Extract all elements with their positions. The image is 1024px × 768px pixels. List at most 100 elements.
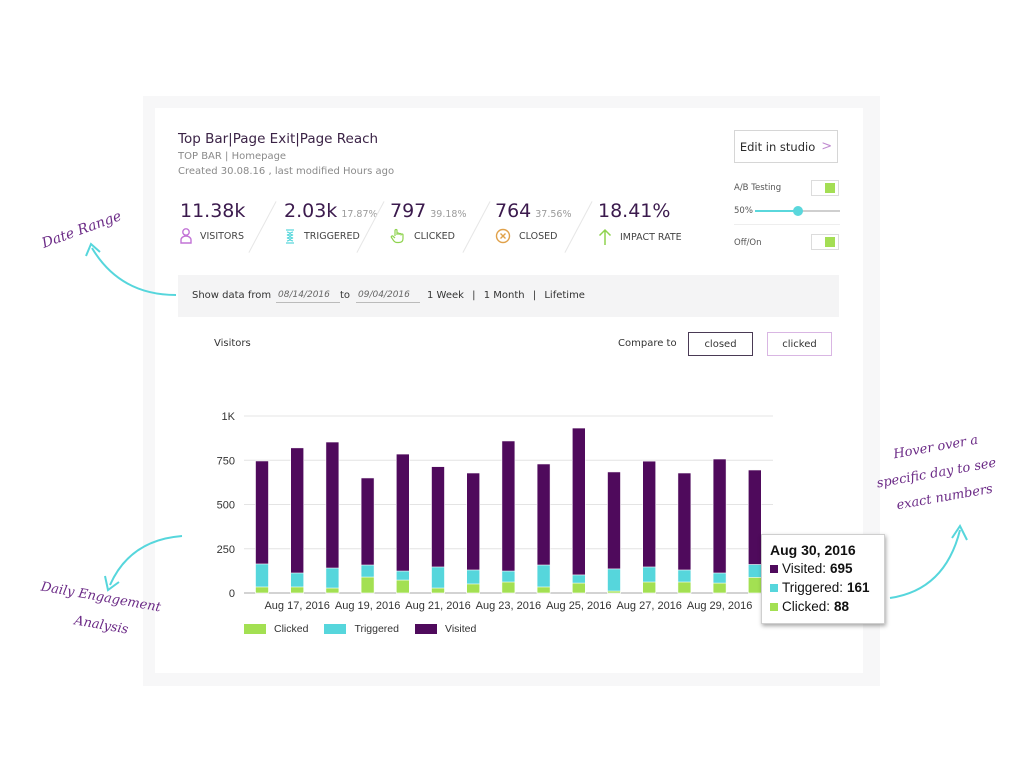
bar-clicked[interactable] [290, 586, 305, 594]
bar-clicked[interactable] [607, 590, 621, 594]
stat-label: IMPACT RATE [620, 231, 682, 243]
legend-label: Clicked [274, 623, 309, 635]
stat-clicked: 797 39.18% CLICKED [390, 200, 467, 244]
bar-clicked[interactable] [747, 577, 762, 594]
user-icon [180, 228, 192, 244]
bar-clicked[interactable] [255, 586, 269, 594]
stat-label: CLOSED [519, 230, 558, 242]
bar-clicked[interactable] [571, 582, 586, 594]
y-tick-label: 0 [229, 588, 235, 600]
compare-closed-button[interactable]: closed [688, 332, 753, 356]
legend-item-visited[interactable]: Visited [415, 623, 476, 635]
ab-testing-toggle[interactable] [811, 180, 839, 196]
split-slider[interactable] [755, 206, 840, 216]
campaign-title: Top Bar|Page Exit|Page Reach [178, 131, 379, 147]
tooltip-label: Triggered: [782, 580, 844, 595]
stat-label: CLICKED [414, 230, 455, 242]
toggle-knob [825, 237, 835, 247]
stat-triggered: 2.03k 17.87% TRIGGERED [284, 200, 378, 244]
stat-impact-rate: 18.41% IMPACT RATE [598, 200, 682, 246]
chevron-right-icon: > [821, 139, 833, 154]
tooltip-row-visited: Visited: 695 [770, 561, 853, 576]
date-to-input[interactable] [356, 288, 420, 303]
bar-visited[interactable] [290, 447, 305, 594]
stat-value: 18.41% [598, 200, 671, 222]
ab-testing-label: A/B Testing [734, 183, 782, 193]
legend-swatch [324, 624, 347, 634]
preset-separator: | [472, 290, 476, 301]
bar-visited[interactable] [571, 427, 586, 594]
bar-clicked[interactable] [677, 581, 692, 594]
chart-tooltip: Aug 30, 2016 Visited: 695 Triggered: 161 C… [761, 534, 885, 624]
stat-value: 2.03k [284, 200, 338, 222]
slider-thumb[interactable] [792, 206, 803, 216]
tooltip-row-clicked: Clicked: 88 [770, 599, 849, 614]
toggle-knob [825, 183, 835, 193]
legend-swatch [415, 624, 437, 634]
tooltip-date: Aug 30, 2016 [770, 542, 856, 558]
stat-closed: 764 37.56% CLOSED [495, 200, 572, 244]
pointer-hand-icon [390, 228, 404, 244]
preset-lifetime[interactable]: Lifetime [544, 290, 585, 301]
stat-value: 11.38k [180, 200, 246, 222]
stat-percent: 17.87% [341, 209, 378, 220]
close-circle-icon [495, 228, 511, 244]
bar-clicked[interactable] [466, 583, 481, 594]
x-tick-label: Aug 17, 2016 [264, 600, 329, 612]
stat-label: TRIGGERED [304, 230, 360, 242]
legend-swatch [244, 624, 266, 634]
bar-clicked[interactable] [325, 587, 340, 594]
bar-clicked[interactable] [712, 582, 727, 594]
bar-triggered[interactable] [607, 568, 621, 594]
x-tick-label: Aug 21, 2016 [405, 600, 470, 612]
legend-label: Visited [445, 623, 477, 635]
arrow-up-icon [598, 228, 612, 245]
preset-1-week[interactable]: 1 Week [427, 290, 464, 301]
bar-clicked[interactable] [360, 576, 375, 594]
y-tick-label: 750 [217, 455, 235, 467]
edit-in-studio-button[interactable]: Edit in studio > [734, 130, 838, 163]
date-from-input[interactable] [276, 288, 340, 303]
bar-clicked[interactable] [431, 587, 445, 594]
bar-clicked[interactable] [501, 581, 516, 594]
compare-to-label: Compare to [618, 338, 677, 349]
compare-clicked-button[interactable]: clicked [767, 332, 832, 356]
stat-percent: 37.56% [535, 209, 572, 220]
split-percent-label: 50% [734, 206, 753, 216]
tooltip-label: Clicked: [782, 599, 831, 614]
show-data-from-label: Show data from [192, 290, 272, 301]
bar-clicked[interactable] [395, 579, 410, 594]
x-tick-label: Aug 29, 2016 [687, 600, 752, 612]
bar-clicked[interactable] [536, 586, 551, 594]
bar-visited[interactable] [501, 440, 516, 594]
divider [734, 224, 840, 225]
stat-visitors: 11.38k VISITORS [180, 200, 245, 244]
tooltip-swatch [770, 602, 778, 611]
tooltip-row-triggered: Triggered: 161 [770, 580, 870, 595]
stat-value: 797 [390, 200, 427, 222]
stat-percent: 39.18% [430, 209, 467, 220]
chart-legend: Clicked Triggered Visited [244, 623, 476, 635]
stat-label: VISITORS [200, 230, 245, 242]
tooltip-value: 695 [830, 561, 853, 576]
bar-clicked[interactable] [642, 581, 657, 594]
x-tick-label: Aug 23, 2016 [476, 600, 541, 612]
slider-fill [755, 210, 798, 212]
chart-metric-label: Visitors [214, 338, 251, 349]
preset-1-month[interactable]: 1 Month [483, 290, 525, 301]
tooltip-value: 88 [834, 599, 850, 614]
x-tick-label: Aug 25, 2016 [546, 600, 611, 612]
legend-item-triggered[interactable]: Triggered [324, 623, 399, 635]
campaign-created: Created 30.08.16 , last modified Hours a… [178, 166, 395, 177]
legend-item-clicked[interactable]: Clicked [244, 623, 308, 635]
y-tick-label: 250 [217, 544, 235, 556]
tooltip-swatch [770, 583, 778, 592]
spring-icon [286, 229, 294, 244]
to-label: to [340, 290, 351, 301]
campaign-subtitle: TOP BAR | Homepage [178, 151, 287, 162]
x-tick-label: Aug 19, 2016 [335, 600, 400, 612]
stat-value: 764 [495, 200, 532, 222]
onoff-toggle[interactable] [811, 234, 839, 250]
x-tick-label: Aug 27, 2016 [616, 600, 681, 612]
